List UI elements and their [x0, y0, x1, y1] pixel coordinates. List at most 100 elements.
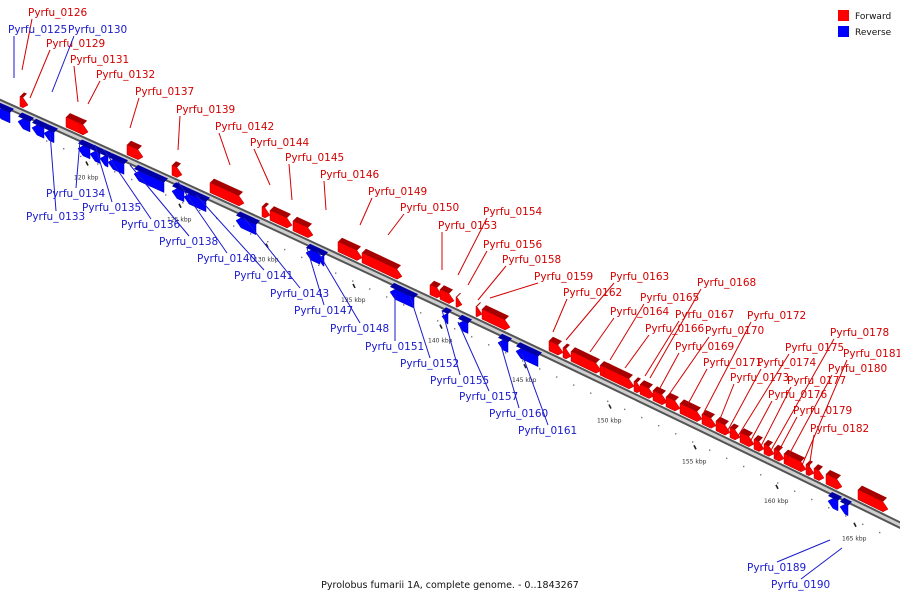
forward-gene-label[interactable]: Pyrfu_0181	[843, 348, 900, 360]
forward-gene-label[interactable]: Pyrfu_0173	[730, 372, 789, 384]
forward-gene[interactable]	[805, 463, 815, 476]
forward-gene[interactable]	[439, 288, 455, 304]
forward-gene-label[interactable]: Pyrfu_0176	[768, 389, 828, 401]
forward-gene-label[interactable]: Pyrfu_0178	[830, 327, 889, 339]
forward-gene-label[interactable]: Pyrfu_0169	[675, 341, 734, 353]
forward-gene[interactable]	[337, 241, 363, 261]
forward-gene-label[interactable]: Pyrfu_0167	[675, 309, 734, 321]
forward-gene-label[interactable]: Pyrfu_0162	[563, 287, 622, 299]
reverse-gene-label[interactable]: Pyrfu_0133	[26, 211, 85, 223]
forward-gene[interactable]	[570, 350, 602, 374]
reverse-gene[interactable]	[839, 503, 849, 517]
forward-gene[interactable]	[763, 443, 775, 457]
forward-gene[interactable]	[753, 438, 765, 452]
forward-gene-label[interactable]: Pyrfu_0144	[250, 137, 310, 149]
forward-gene-label[interactable]: Pyrfu_0175	[785, 342, 844, 354]
reverse-gene-label[interactable]: Pyrfu_0152	[400, 358, 459, 370]
forward-gene[interactable]	[773, 448, 785, 462]
reverse-gene-label[interactable]: Pyrfu_0141	[234, 270, 293, 282]
forward-gene-label[interactable]: Pyrfu_0174	[757, 357, 817, 369]
reverse-gene-label[interactable]: Pyrfu_0125	[8, 24, 67, 36]
forward-gene[interactable]	[603, 366, 635, 390]
forward-gene[interactable]	[548, 340, 564, 356]
reverse-gene[interactable]	[497, 339, 509, 353]
forward-gene-label[interactable]: Pyrfu_0164	[610, 306, 670, 318]
reverse-gene-label[interactable]: Pyrfu_0190	[771, 579, 830, 591]
forward-gene[interactable]	[269, 209, 293, 229]
forward-gene-label[interactable]: Pyrfu_0149	[368, 186, 427, 198]
forward-gene-label[interactable]: Pyrfu_0170	[705, 325, 764, 337]
forward-gene[interactable]	[639, 383, 655, 399]
reverse-gene[interactable]	[31, 124, 45, 139]
forward-gene-label[interactable]: Pyrfu_0158	[502, 254, 561, 266]
forward-gene-label[interactable]: Pyrfu_0163	[610, 271, 669, 283]
forward-gene[interactable]	[652, 389, 668, 406]
forward-gene-label[interactable]: Pyrfu_0179	[793, 405, 852, 417]
reverse-gene[interactable]	[99, 155, 109, 168]
forward-gene-label[interactable]: Pyrfu_0159	[534, 271, 593, 283]
reverse-gene-label[interactable]: Pyrfu_0136	[121, 219, 181, 231]
reverse-gene-label[interactable]: Pyrfu_0189	[747, 562, 806, 574]
reverse-gene-label[interactable]: Pyrfu_0160	[489, 408, 548, 420]
forward-gene-label[interactable]: Pyrfu_0126	[28, 7, 88, 19]
forward-gene[interactable]	[126, 144, 144, 160]
forward-gene-label[interactable]: Pyrfu_0137	[135, 86, 194, 98]
reverse-gene[interactable]	[43, 130, 55, 144]
forward-gene[interactable]	[739, 431, 755, 447]
forward-gene[interactable]	[455, 296, 463, 308]
forward-gene[interactable]	[481, 308, 511, 331]
reverse-gene[interactable]	[17, 118, 31, 133]
forward-gene[interactable]	[783, 453, 807, 473]
forward-gene-label[interactable]: Pyrfu_0180	[828, 363, 887, 375]
forward-gene-label[interactable]: Pyrfu_0146	[320, 169, 380, 181]
forward-gene[interactable]	[679, 403, 703, 422]
forward-gene-label[interactable]: Pyrfu_0182	[810, 423, 869, 435]
forward-gene-label[interactable]: Pyrfu_0132	[96, 69, 155, 81]
forward-gene[interactable]	[261, 206, 271, 219]
forward-gene[interactable]	[209, 182, 245, 207]
forward-gene[interactable]	[475, 305, 483, 318]
forward-gene[interactable]	[825, 473, 843, 490]
forward-gene[interactable]	[701, 413, 717, 429]
forward-gene[interactable]	[429, 284, 443, 299]
forward-gene[interactable]	[361, 252, 403, 280]
reverse-gene-label[interactable]: Pyrfu_0140	[197, 253, 256, 265]
reverse-gene-label[interactable]: Pyrfu_0147	[294, 305, 353, 317]
reverse-gene-label[interactable]: Pyrfu_0151	[365, 341, 424, 353]
forward-gene-label[interactable]: Pyrfu_0172	[747, 310, 806, 322]
reverse-gene-label[interactable]: Pyrfu_0130	[68, 24, 127, 36]
forward-gene-label[interactable]: Pyrfu_0165	[640, 292, 699, 304]
reverse-gene-label[interactable]: Pyrfu_0148	[330, 323, 389, 335]
forward-gene-label[interactable]: Pyrfu_0156	[483, 239, 543, 251]
forward-gene[interactable]	[171, 164, 183, 178]
forward-gene-label[interactable]: Pyrfu_0131	[70, 54, 129, 66]
reverse-gene[interactable]	[515, 348, 539, 367]
reverse-gene-label[interactable]: Pyrfu_0134	[46, 188, 106, 200]
forward-gene-label[interactable]: Pyrfu_0177	[787, 375, 846, 387]
forward-gene-label[interactable]: Pyrfu_0166	[645, 323, 705, 335]
forward-gene-label[interactable]: Pyrfu_0139	[176, 104, 235, 116]
forward-gene[interactable]	[79, 123, 89, 136]
reverse-gene[interactable]	[389, 289, 415, 309]
reverse-gene-label[interactable]: Pyrfu_0157	[459, 391, 518, 403]
reverse-gene[interactable]	[0, 108, 11, 124]
reverse-gene[interactable]	[171, 188, 185, 203]
forward-gene-label[interactable]: Pyrfu_0168	[697, 277, 756, 289]
reverse-gene-label[interactable]: Pyrfu_0138	[159, 236, 218, 248]
forward-gene[interactable]	[857, 489, 889, 513]
forward-gene-label[interactable]: Pyrfu_0145	[285, 152, 344, 164]
forward-gene[interactable]	[562, 347, 572, 360]
forward-gene[interactable]	[19, 96, 29, 109]
reverse-gene[interactable]	[317, 255, 325, 267]
forward-gene[interactable]	[715, 420, 731, 436]
forward-gene-label[interactable]: Pyrfu_0150	[400, 202, 459, 214]
forward-gene[interactable]	[292, 220, 314, 238]
reverse-gene-label[interactable]: Pyrfu_0135	[82, 202, 141, 214]
forward-gene-label[interactable]: Pyrfu_0129	[46, 38, 105, 50]
forward-gene[interactable]	[729, 427, 741, 441]
reverse-gene[interactable]	[457, 320, 469, 334]
reverse-gene[interactable]	[235, 217, 257, 236]
reverse-gene-label[interactable]: Pyrfu_0143	[270, 288, 329, 300]
forward-gene[interactable]	[665, 396, 681, 412]
forward-gene-label[interactable]: Pyrfu_0171	[703, 357, 762, 369]
